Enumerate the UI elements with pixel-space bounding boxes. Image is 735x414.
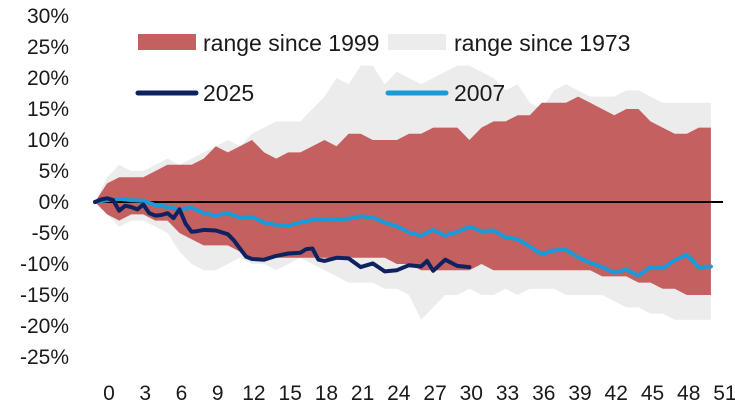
x-tick-label: 24 [387,382,411,405]
y-tick-label: -5% [32,222,69,245]
y-axis-ticks: 30% 25% 20% 15% 10% 5% 0% -5% -10% -15% -20% -25% [20,5,69,369]
y-tick-label: -15% [20,284,69,307]
x-tick-label: 21 [351,382,374,405]
x-tick-label: 27 [423,382,446,405]
legend: range since 1999 range since 1973 2025 2… [135,30,630,106]
legend-swatch-range-1999 [138,34,196,50]
legend-label-range-1999: range since 1999 [203,30,379,56]
x-tick-label: 3 [139,382,151,405]
series-lines [93,196,713,278]
x-tick-label: 36 [532,382,555,405]
series-line-2007 [93,196,713,278]
x-tick-label: 33 [496,382,519,405]
y-tick-label: 5% [39,160,69,183]
y-tick-label: -20% [20,315,69,338]
range-bands [95,65,711,320]
x-axis-ticks: 0 3 6 9 12 15 18 21 24 27 30 33 36 39 42 45 48 51 [103,382,735,405]
x-tick-label: 6 [176,382,188,405]
y-tick-label: 25% [27,36,69,59]
y-tick-label: 10% [27,129,69,152]
y-tick-label: 0% [39,191,69,214]
series-line-2025 [93,196,472,274]
y-tick-label: 30% [27,5,69,28]
x-tick-label: 0 [103,382,115,405]
x-tick-label: 51 [713,382,735,405]
x-tick-label: 18 [315,382,338,405]
y-tick-label: -10% [20,253,69,276]
legend-label-2025: 2025 [203,80,254,106]
x-tick-label: 9 [212,382,224,405]
x-tick-label: 12 [242,382,265,405]
x-tick-label: 30 [460,382,483,405]
legend-label-range-1973: range since 1973 [454,30,630,56]
x-tick-label: 45 [641,382,664,405]
y-tick-label: 15% [27,98,69,121]
x-tick-label: 39 [568,382,591,405]
y-tick-label: -25% [20,346,69,369]
legend-swatch-range-1973 [388,34,446,50]
legend-label-2007: 2007 [454,80,505,106]
x-tick-label: 42 [605,382,628,405]
y-tick-label: 20% [27,67,69,90]
x-tick-label: 48 [677,382,700,405]
x-tick-label: 15 [279,382,302,405]
range-band-1999 [95,96,711,295]
